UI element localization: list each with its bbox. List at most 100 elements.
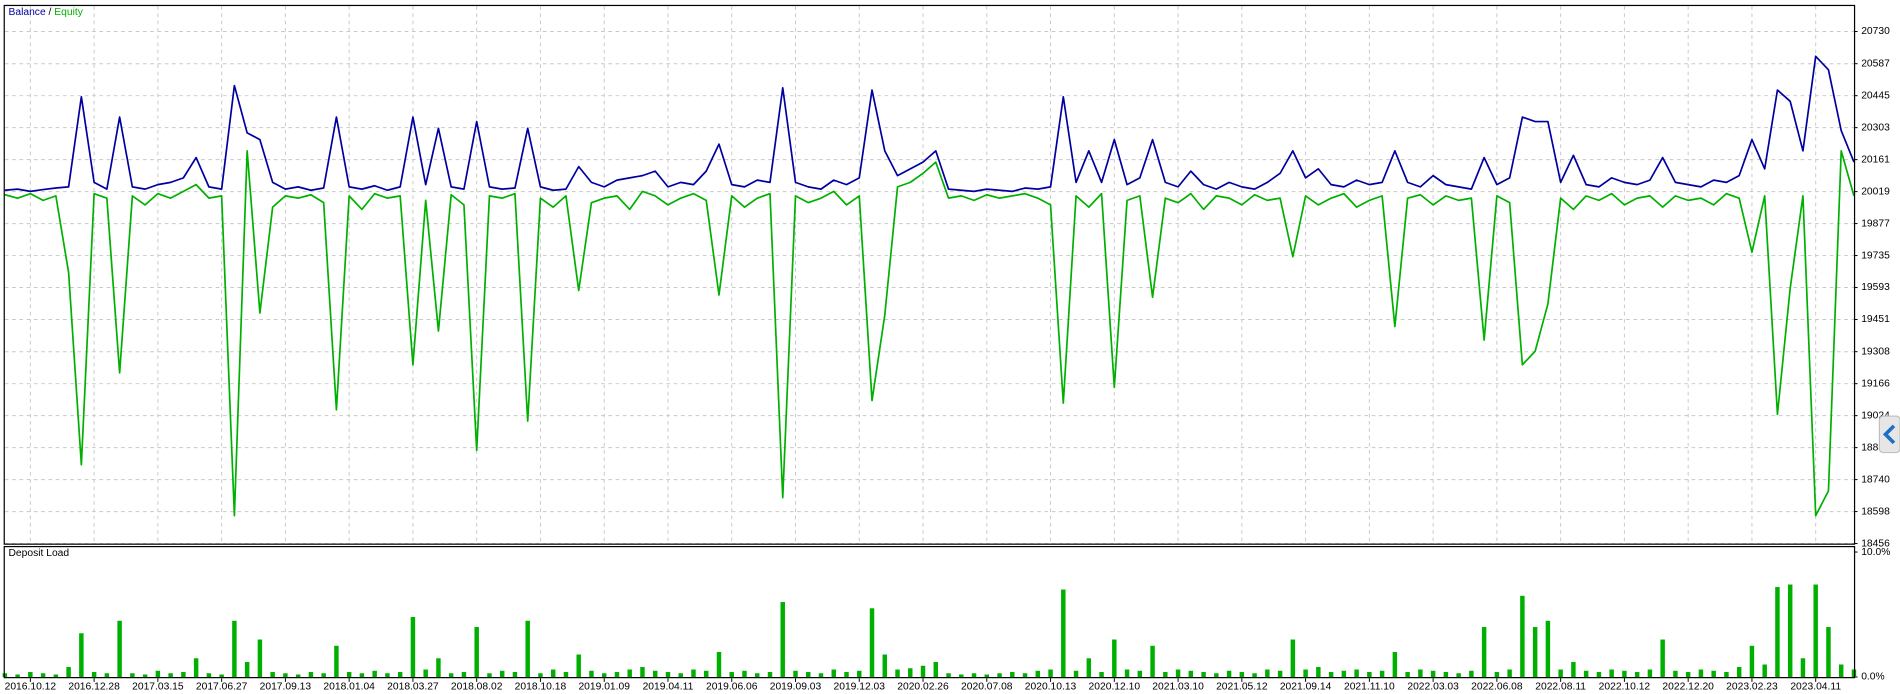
load-bar bbox=[704, 670, 709, 678]
load-bar bbox=[1392, 652, 1398, 678]
load-bar bbox=[1685, 672, 1691, 678]
load-bar bbox=[219, 674, 224, 678]
side-panel-toggle[interactable] bbox=[1878, 415, 1900, 454]
load-bar bbox=[959, 674, 964, 678]
load-bar bbox=[270, 672, 275, 678]
load-bar bbox=[1622, 670, 1627, 678]
load-pane-frame bbox=[3, 545, 1856, 679]
load-bar bbox=[232, 620, 237, 678]
y-tick-label: 20019 bbox=[1861, 186, 1890, 197]
series-line bbox=[4, 55, 1855, 193]
legend: Balance / Equity bbox=[8, 7, 83, 18]
y-tick-label: 19024 bbox=[1861, 410, 1890, 421]
load-bar bbox=[193, 658, 199, 678]
load-bar bbox=[1137, 670, 1143, 678]
load-bar bbox=[1749, 645, 1755, 678]
load-bar bbox=[66, 667, 71, 678]
load-bar bbox=[1520, 595, 1525, 678]
y-tick-label: 20587 bbox=[1861, 58, 1890, 69]
y-tick-label: 0.0% bbox=[1861, 672, 1884, 683]
load-bar bbox=[1494, 672, 1500, 678]
load-bar bbox=[1010, 672, 1015, 678]
load-bar bbox=[742, 670, 747, 678]
y-tick-label: 20730 bbox=[1861, 26, 1890, 37]
load-bar bbox=[601, 673, 607, 678]
load-bar bbox=[1367, 672, 1372, 678]
load-bar bbox=[28, 672, 33, 678]
y-tick-label: 18598 bbox=[1861, 506, 1890, 517]
x-tick-label: 2020.07.08 bbox=[961, 681, 1013, 692]
load-bar bbox=[1048, 669, 1053, 678]
load-bar bbox=[448, 673, 454, 678]
load-bar bbox=[1226, 670, 1232, 678]
chevron-icon bbox=[1882, 424, 1896, 445]
x-tick-label: 2023.02.23 bbox=[1726, 681, 1778, 692]
y-tick-label: 20303 bbox=[1861, 122, 1890, 133]
load-bar bbox=[895, 669, 900, 678]
y-tick-label: 19593 bbox=[1861, 282, 1890, 293]
y-tick-label: 19308 bbox=[1861, 346, 1890, 357]
load-bar bbox=[1532, 627, 1538, 678]
load-bar bbox=[882, 654, 887, 678]
series-line bbox=[4, 149, 1855, 517]
load-bar bbox=[1558, 669, 1563, 678]
x-tick-label: 2021.09.14 bbox=[1280, 681, 1332, 692]
load-bar bbox=[423, 669, 428, 678]
load-bar bbox=[474, 627, 479, 678]
y-tick-label: 10.0% bbox=[1861, 547, 1890, 558]
load-bar bbox=[436, 658, 441, 678]
load-bar bbox=[933, 662, 939, 678]
load-bar bbox=[283, 673, 288, 678]
load-bar bbox=[869, 608, 875, 678]
load-bar bbox=[780, 602, 785, 678]
load-bar bbox=[1035, 670, 1041, 678]
load-bar bbox=[844, 672, 849, 678]
load-bar bbox=[1456, 673, 1461, 678]
x-tick-label: 2016.10.12 bbox=[5, 681, 57, 692]
pane-title: Deposit Load bbox=[8, 548, 69, 559]
x-tick-label: 2021.11.10 bbox=[1344, 681, 1395, 692]
load-bar bbox=[142, 674, 148, 678]
load-bar bbox=[155, 670, 161, 678]
x-tick-label: 2018.10.18 bbox=[515, 681, 567, 692]
load-bar bbox=[257, 639, 263, 678]
load-bar bbox=[385, 673, 390, 678]
load-bar bbox=[640, 667, 645, 678]
load-bar bbox=[1609, 669, 1614, 678]
x-tick-label: 2022.06.08 bbox=[1471, 681, 1523, 692]
load-bar bbox=[665, 672, 671, 678]
x-tick-label: 2022.12.20 bbox=[1662, 681, 1714, 692]
y-tick-label: 18740 bbox=[1861, 474, 1890, 485]
load-bar bbox=[117, 620, 122, 678]
y-tick-label: 19877 bbox=[1861, 218, 1890, 229]
load-bar bbox=[1571, 662, 1576, 678]
load-bar bbox=[1150, 645, 1155, 678]
load-bar bbox=[576, 654, 581, 678]
load-bar bbox=[1545, 620, 1551, 678]
y-tick-label: 18456 bbox=[1861, 538, 1890, 549]
y-tick-label: 18882 bbox=[1861, 442, 1890, 453]
load-bar bbox=[1188, 670, 1194, 678]
load-bar bbox=[550, 669, 556, 678]
load-bar bbox=[1583, 670, 1589, 678]
load-bar bbox=[691, 669, 696, 678]
load-bar bbox=[1838, 664, 1844, 678]
load-bar bbox=[130, 673, 135, 678]
load-bar bbox=[1469, 670, 1474, 678]
y-tick-label: 19735 bbox=[1861, 250, 1890, 261]
y-tick-label: 19451 bbox=[1861, 314, 1890, 325]
load-bar bbox=[359, 673, 365, 678]
x-tick-label: 2019.04.11 bbox=[643, 681, 694, 692]
load-bar bbox=[1481, 627, 1487, 678]
load-bar bbox=[15, 674, 20, 678]
x-tick-label: 2020.10.13 bbox=[1025, 681, 1077, 692]
load-bar bbox=[1303, 669, 1308, 678]
toggle-button[interactable] bbox=[1878, 415, 1900, 454]
y-tick-label: 19166 bbox=[1861, 378, 1890, 389]
x-tick-label: 2016.12.28 bbox=[68, 681, 120, 692]
load-bar bbox=[1328, 672, 1334, 678]
load-bar bbox=[818, 673, 824, 678]
